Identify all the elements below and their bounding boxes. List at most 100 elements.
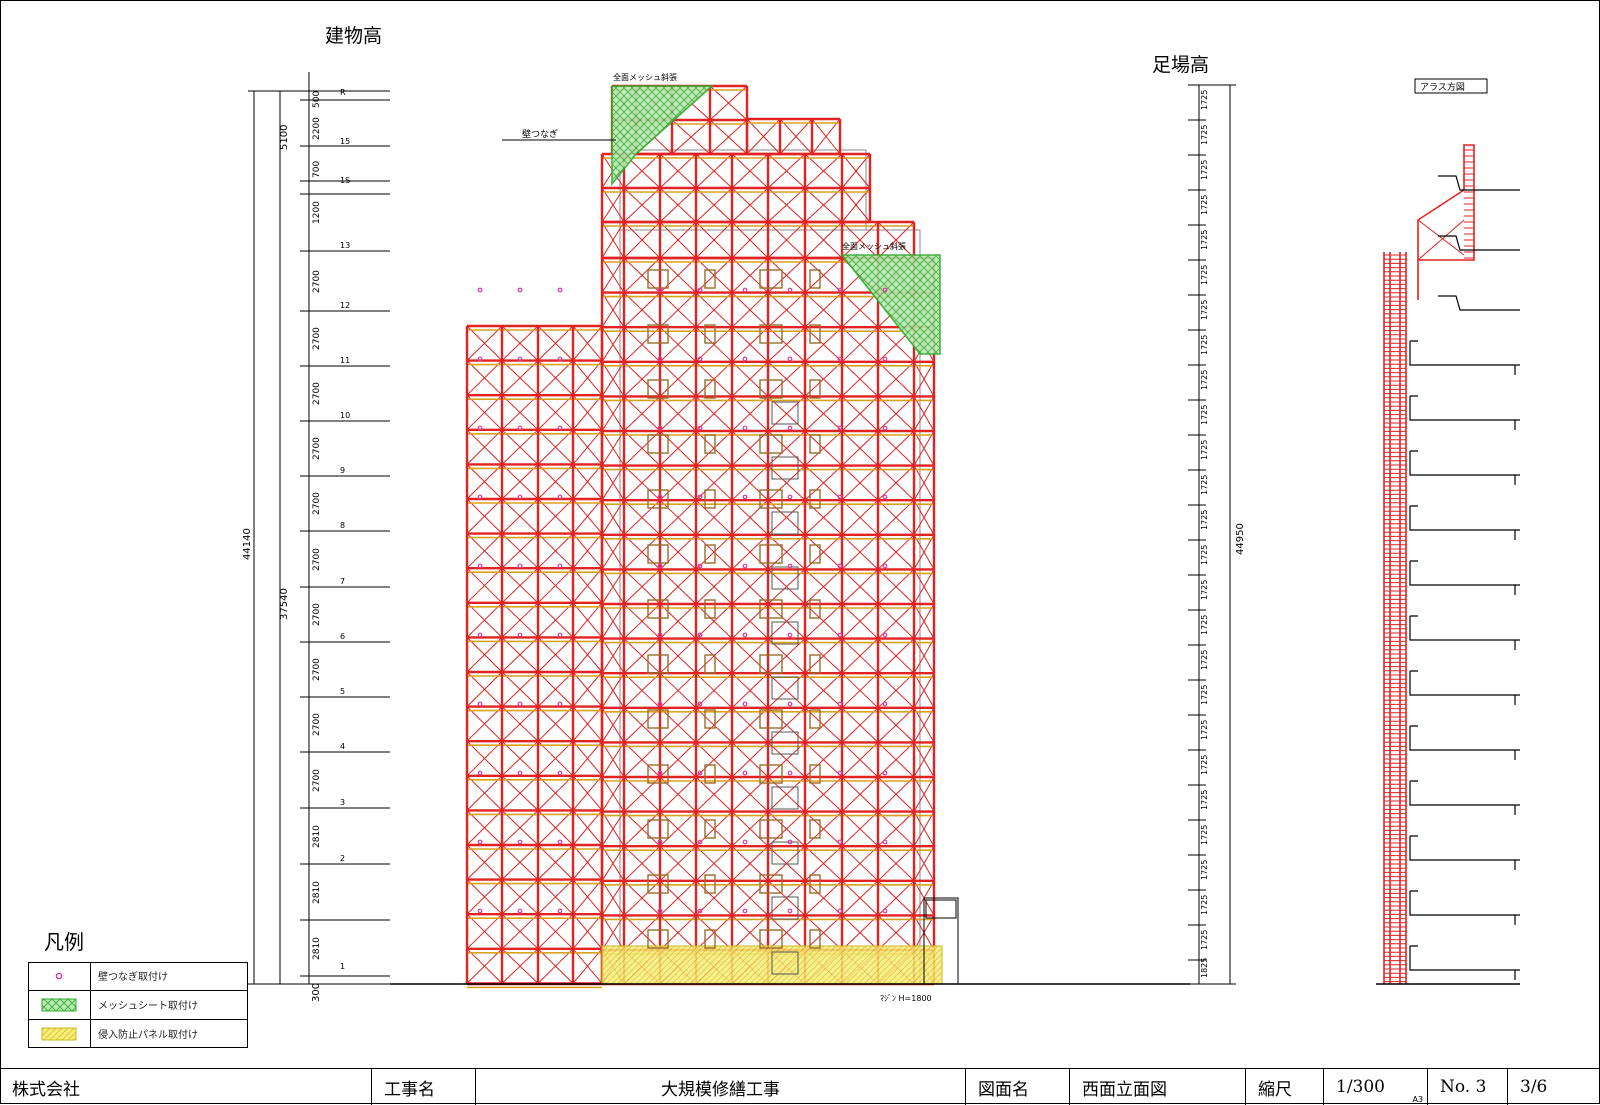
- wall-tie-point: [742, 701, 748, 707]
- section-slab: [1409, 890, 1520, 916]
- net-label-side: 全面メッシュ斜張: [842, 241, 906, 251]
- brace: [572, 706, 603, 742]
- lift-height-dim: 1725: [1200, 790, 1209, 810]
- section-slab: [1409, 340, 1520, 366]
- brace: [537, 775, 574, 811]
- lift-height-dim: 1725: [1200, 300, 1209, 320]
- wall-tie-point-icon: [28, 962, 90, 990]
- window: [704, 929, 716, 949]
- floor-level-label: 6: [340, 632, 345, 641]
- wall-tie-point: [657, 770, 663, 776]
- brace: [767, 880, 806, 916]
- window: [647, 379, 669, 399]
- brace: [804, 569, 843, 605]
- brace: [695, 811, 733, 847]
- wall-tie-point: [557, 563, 563, 569]
- brace: [572, 602, 603, 638]
- wall-tie-point: [557, 425, 563, 431]
- brace: [501, 671, 539, 707]
- brace: [731, 534, 769, 570]
- balcony: [771, 896, 799, 920]
- entrance-canopy: [923, 897, 959, 985]
- window: [809, 819, 821, 839]
- wall-tie-point: [657, 425, 663, 431]
- brace: [841, 603, 879, 639]
- brace: [466, 498, 503, 534]
- wall-tie-point: [742, 494, 748, 500]
- brace: [841, 742, 879, 778]
- drawing-name: 西面立面図: [1070, 1069, 1246, 1105]
- lift-height-dim: 1725: [1200, 405, 1209, 425]
- brace: [731, 638, 769, 674]
- brace: [767, 915, 806, 951]
- section-slab: [1409, 725, 1520, 751]
- brace: [695, 776, 733, 812]
- wall-tie-point: [837, 287, 843, 293]
- brace: [572, 360, 603, 396]
- brace: [601, 292, 625, 328]
- brace: [804, 915, 843, 951]
- brace: [695, 534, 733, 570]
- wall-tie-point: [882, 701, 888, 707]
- brace: [537, 740, 574, 777]
- wall-tie-point: [477, 908, 483, 914]
- brace: [501, 602, 539, 638]
- brace: [601, 569, 625, 605]
- wall-tie-point: [837, 425, 843, 431]
- lift-height-dim: 1725: [1200, 825, 1209, 845]
- lift-height-dim: 1725: [1200, 755, 1209, 775]
- brace: [466, 429, 503, 465]
- wall-tie-point: [697, 908, 703, 914]
- floor-height-dim: 2700: [312, 713, 322, 736]
- brace: [841, 707, 879, 743]
- floor-height-dim: 2700: [312, 769, 322, 792]
- wall-tie-point: [837, 839, 843, 845]
- brace: [572, 879, 603, 915]
- brace: [695, 187, 733, 223]
- section-detail: [1376, 144, 1520, 985]
- brace: [767, 187, 806, 223]
- section-slab: [1409, 560, 1520, 586]
- brace: [767, 672, 806, 709]
- brace: [623, 221, 661, 259]
- window: [647, 929, 669, 949]
- floor-level-label: 15: [340, 137, 350, 146]
- wall-tie-point: [742, 770, 748, 776]
- floor-level-label: 1: [340, 962, 345, 971]
- lift-height-dim: 1725: [1200, 475, 1209, 495]
- section-slab: [1438, 235, 1520, 251]
- wall-tie-point: [517, 908, 523, 914]
- brace: [623, 569, 661, 605]
- floor-height-dim: 2810: [312, 937, 322, 960]
- brace: [466, 810, 503, 846]
- wall-tie-point: [697, 770, 703, 776]
- wall-tie-point: [557, 632, 563, 638]
- brace: [877, 776, 915, 812]
- brace: [804, 742, 843, 778]
- section-slab: [1409, 780, 1520, 806]
- brace: [767, 153, 806, 189]
- brace: [501, 325, 539, 361]
- brace: [466, 325, 503, 361]
- scale-value-cell: 1/300 A3: [1324, 1069, 1428, 1105]
- brace: [731, 742, 769, 778]
- brace: [695, 880, 733, 916]
- brace: [804, 499, 843, 536]
- balcony: [771, 566, 799, 590]
- brace: [695, 845, 733, 882]
- window: [704, 819, 716, 839]
- window: [704, 434, 716, 454]
- brace: [841, 292, 879, 328]
- lift-height-dim: 1725: [1200, 125, 1209, 145]
- brace: [731, 672, 769, 709]
- brace: [767, 221, 806, 259]
- brace: [537, 844, 574, 880]
- brace: [623, 499, 661, 536]
- window: [759, 269, 783, 289]
- lift-height-dim: 1725: [1200, 720, 1209, 740]
- brace: [601, 811, 625, 847]
- brace: [572, 913, 603, 950]
- lift-height-dim: 1725: [1200, 160, 1209, 180]
- base-height-dim: 300: [311, 983, 322, 1002]
- wall-tie-point: [882, 425, 888, 431]
